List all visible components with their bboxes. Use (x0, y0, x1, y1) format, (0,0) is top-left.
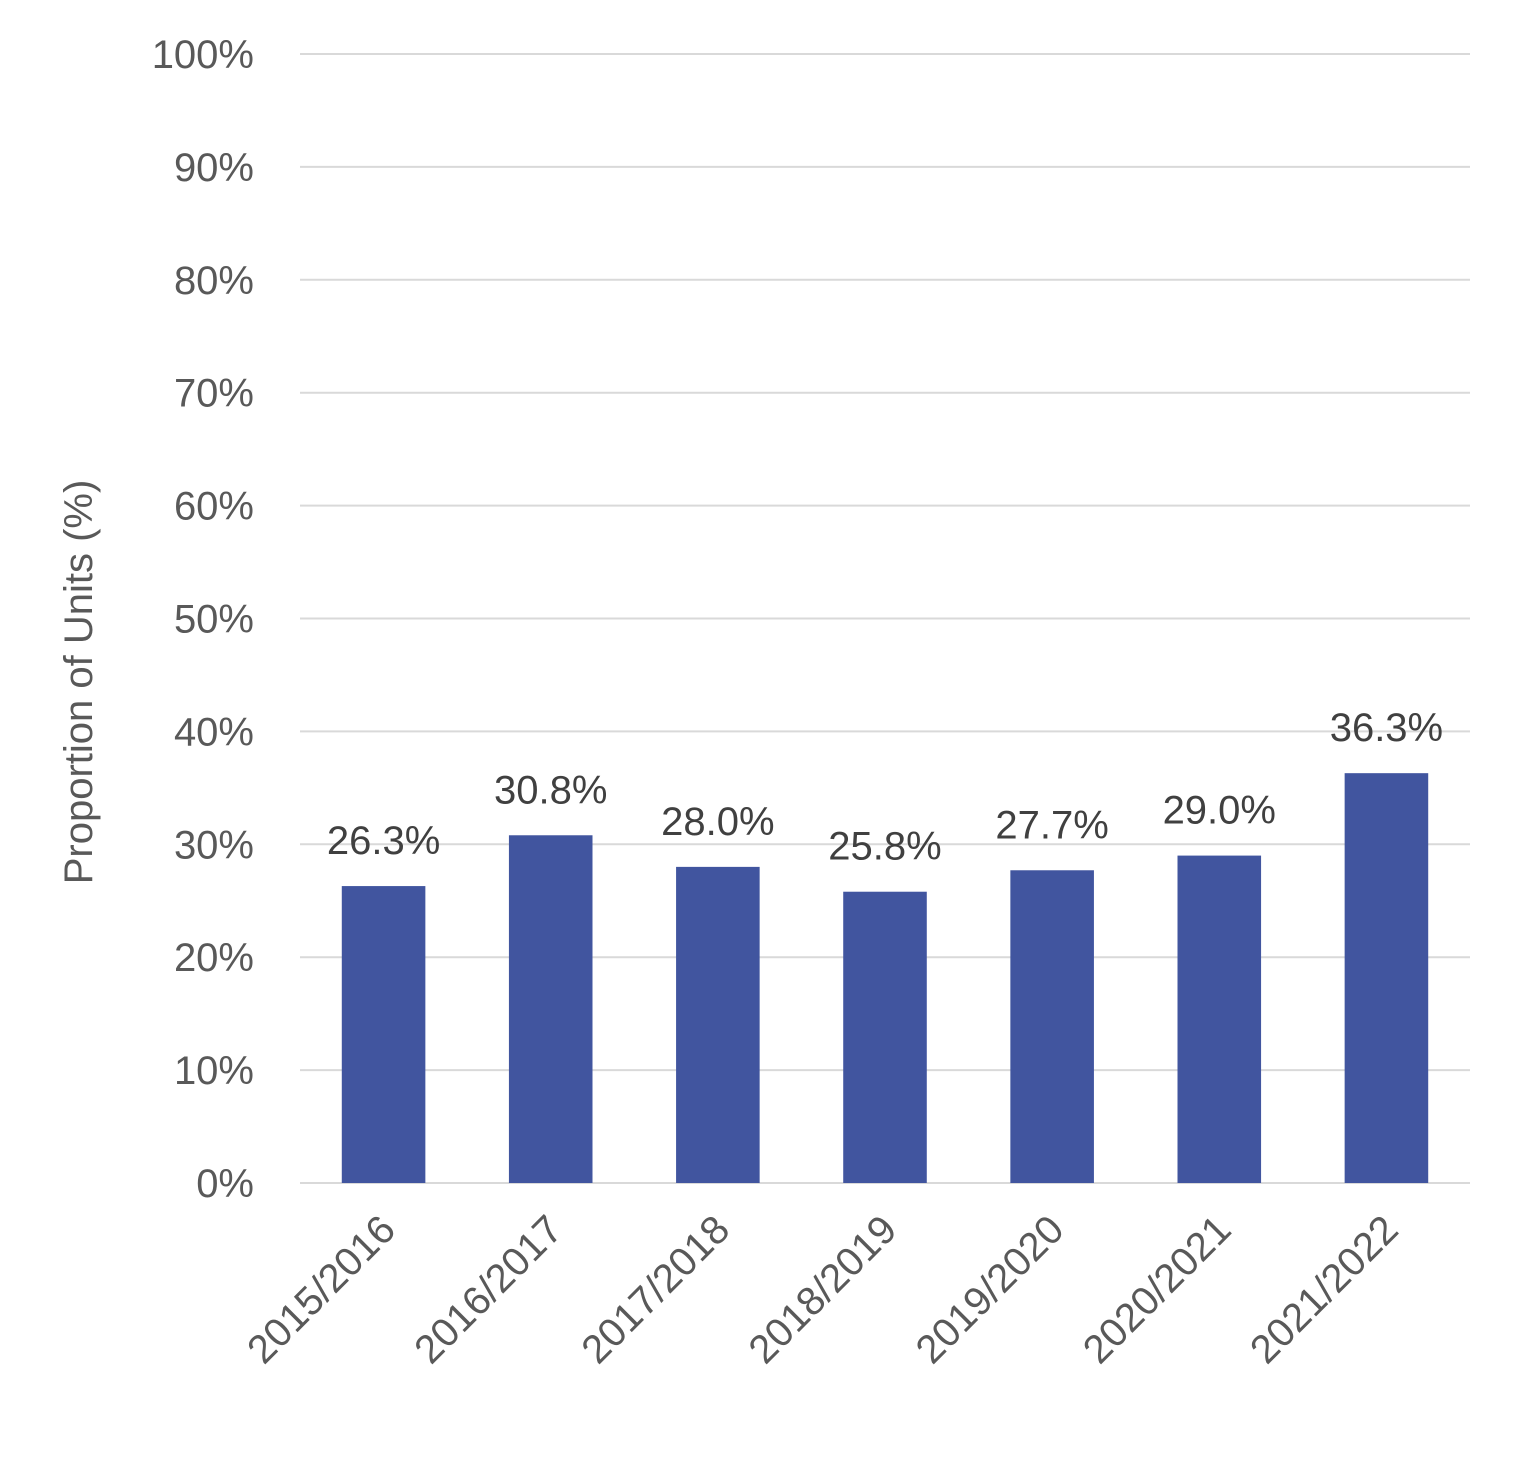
y-tick-label: 80% (174, 259, 254, 303)
y-axis-ticks: 0% 10% 20% 30% 40% 50% 60% 70% 80% 90% 100% (152, 33, 254, 1206)
data-label: 28.0% (661, 800, 774, 844)
bars (341, 773, 1429, 1183)
x-tick-label: 2015/2016 (239, 1207, 404, 1372)
x-tick-label: 2020/2021 (1075, 1207, 1240, 1372)
y-axis-title: Proportion of Units (%) (57, 480, 101, 885)
x-tick-label: 2021/2022 (1242, 1207, 1407, 1372)
y-tick-label: 0% (196, 1162, 254, 1206)
bar (1177, 855, 1262, 1183)
data-label: 30.8% (494, 768, 607, 812)
y-tick-label: 60% (174, 485, 254, 529)
x-tick-label: 2017/2018 (573, 1207, 738, 1372)
bar (1010, 870, 1094, 1183)
data-label: 29.0% (1163, 789, 1276, 833)
bar (341, 886, 426, 1183)
x-axis-ticks: 2015/2016 2016/2017 2017/2018 2018/2019 2019… (239, 1207, 1407, 1372)
y-tick-label: 50% (174, 598, 254, 642)
y-tick-label: 90% (174, 146, 254, 190)
bar (843, 891, 927, 1183)
x-tick-label: 2019/2020 (908, 1207, 1073, 1372)
data-label: 25.8% (828, 825, 941, 869)
data-label: 26.3% (327, 819, 440, 863)
data-label: 27.7% (995, 803, 1108, 847)
data-labels: 26.3% 30.8% 28.0% 25.8% 27.7% 29.0% 36.3% (327, 706, 1443, 869)
data-label: 36.3% (1330, 706, 1443, 750)
bar (676, 866, 760, 1183)
y-tick-label: 70% (174, 372, 254, 416)
bar (1344, 773, 1429, 1183)
y-tick-label: 40% (174, 710, 254, 754)
bar (508, 835, 593, 1183)
y-tick-label: 10% (174, 1049, 254, 1093)
y-tick-label: 20% (174, 936, 254, 980)
x-tick-label: 2016/2017 (406, 1207, 571, 1372)
y-tick-label: 100% (152, 33, 254, 77)
x-tick-label: 2018/2019 (741, 1207, 906, 1372)
y-tick-label: 30% (174, 823, 254, 867)
gridlines (300, 53, 1470, 1184)
